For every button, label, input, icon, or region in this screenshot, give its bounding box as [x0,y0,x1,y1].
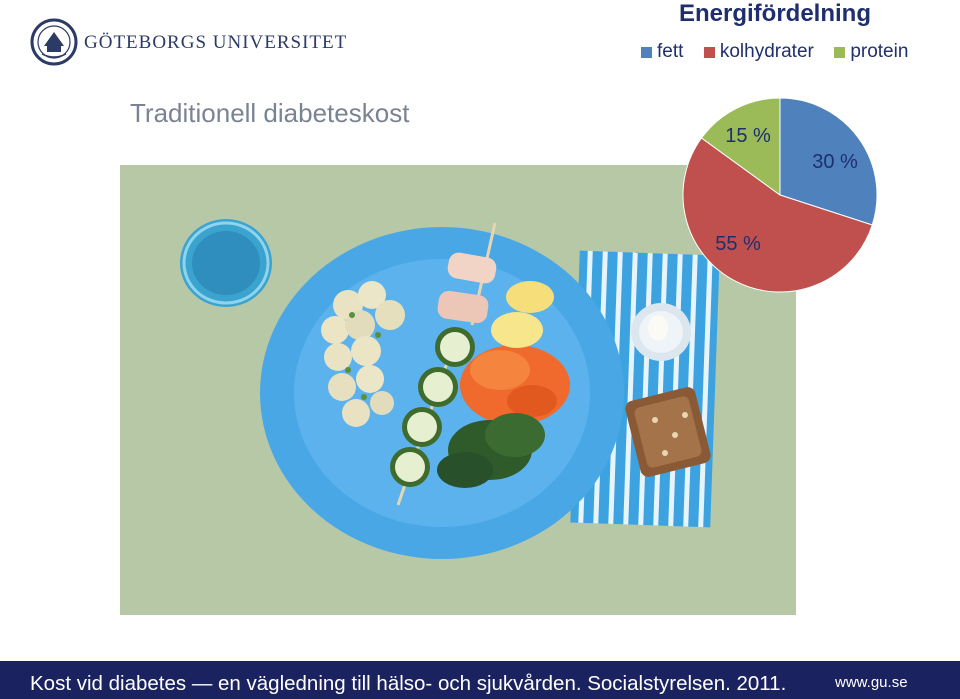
university-name: GÖTEBORGS UNIVERSITET [84,32,348,53]
legend-swatch-kolhydrater [703,46,715,58]
legend-swatch-protein [834,46,846,58]
grated-carrots [460,345,570,425]
footer-citation: Kost vid diabetes — en vägledning till h… [30,672,787,695]
legend-item-fett: fett [641,41,683,63]
spinach-leaves [437,413,545,488]
slide-title: Traditionell diabeteskost [130,98,410,128]
footer-url-link[interactable]: www.gu.se [835,674,908,691]
bread-slice [625,387,711,477]
university-seal-icon [30,18,78,66]
legend-label-kolhydrater: kolhydrater [719,41,814,62]
meal-plate-photo [120,165,796,615]
water-glass [180,219,272,307]
legend-swatch-fett [641,46,652,58]
chart-legend: fett kolhydrater protein [641,41,908,63]
footer-bar: Kost vid diabetes — en vägledning till h… [0,661,960,699]
university-logo[interactable]: GÖTEBORGS UNIVERSITET [30,18,350,66]
legend-label-protein: protein [850,41,909,62]
legend-item-kolhydrater: kolhydrater [703,41,814,63]
legend-label-fett: fett [657,41,684,62]
butter-dish [631,303,691,361]
potato-salad [321,281,405,427]
pie-label-kolhydrater: 55 % [715,233,761,255]
chicken-skewer [437,222,554,348]
pie-slice-protein [700,97,781,196]
pie-label-protein: 15 % [725,125,771,147]
energy-pie-chart: 30 % 55 % 15 % [682,97,878,293]
pie-slice-fett [779,97,878,226]
pie-slice-kolhydrater [682,137,873,293]
legend-item-protein: protein [834,41,908,63]
zucchini-skewer [390,327,475,506]
pie-label-fett: 30 % [812,151,858,173]
chart-title: Energifördelning [679,0,871,27]
